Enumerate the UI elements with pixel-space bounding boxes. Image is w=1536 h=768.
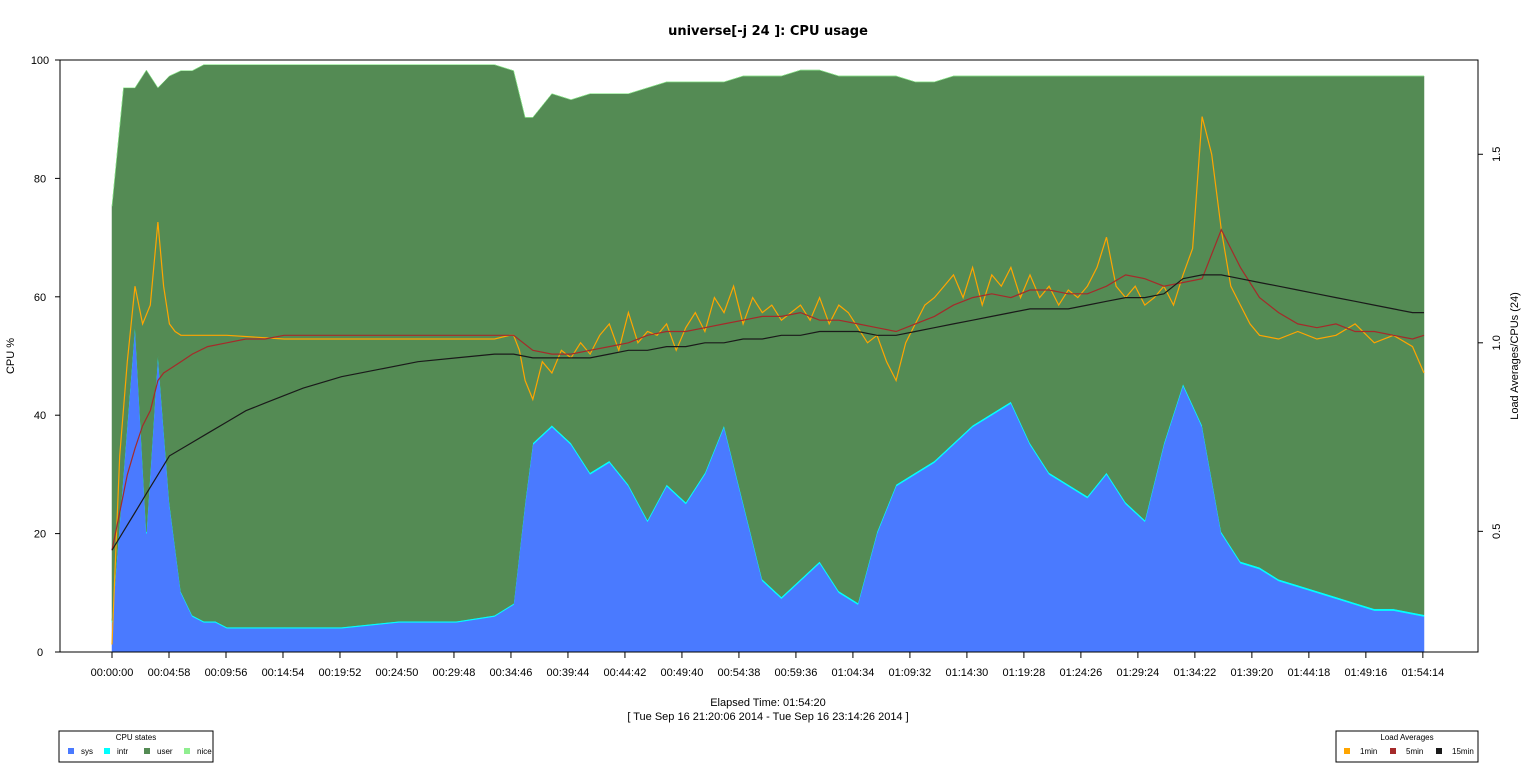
- y2-tick-label: 0.5: [1491, 524, 1503, 539]
- load-averages-legend: Load Averages 1min 5min 15min: [1335, 730, 1479, 763]
- legend-label-1min: 1min: [1360, 747, 1377, 756]
- y-tick-label: 80: [34, 173, 46, 185]
- x-tick-label: 00:24:50: [376, 667, 419, 679]
- area-series-nice: [111, 64, 1424, 207]
- y-tick-label: 40: [34, 410, 46, 422]
- x-axis: 00:00:00 00:04:58 00:09:56 00:14:54 00:19:52…: [91, 652, 1444, 679]
- y-axis-label: CPU %: [5, 338, 17, 374]
- y-tick-label: 60: [34, 292, 46, 304]
- legend-swatch-user: [144, 748, 150, 754]
- load-line-15min: [111, 274, 1424, 551]
- cpu-legend-items: sys intr user nice: [68, 747, 212, 756]
- legend-swatch-sys: [68, 748, 74, 754]
- x-tick-label: 00:00:00: [91, 667, 134, 679]
- y2-tick-label: 1.0: [1491, 335, 1503, 350]
- legend-label-15min: 15min: [1452, 747, 1474, 756]
- chart-title: universe[-j 24 ]: CPU usage: [668, 24, 868, 39]
- load-line-5min: [111, 228, 1425, 551]
- x-tick-label: 00:09:56: [205, 667, 248, 679]
- x-tick-label: 00:44:42: [604, 667, 647, 679]
- x-tick-label: 01:44:18: [1287, 667, 1330, 679]
- load-legend-box: [1335, 730, 1479, 763]
- x-axis-time-range: [ Tue Sep 16 21:20:06 2014 - Tue Sep 16 …: [627, 711, 908, 723]
- x-tick-label: 01:49:16: [1344, 667, 1387, 679]
- x-tick-label: 01:29:24: [1116, 667, 1159, 679]
- cpu-legend-title: CPU states: [116, 733, 156, 742]
- legend-swatch-nice: [184, 748, 190, 754]
- legend-label-nice: nice: [197, 747, 212, 756]
- cpu-states-legend: CPU states sys intr user nice: [58, 730, 214, 763]
- x-tick-label: 00:59:36: [775, 667, 818, 679]
- stacked-area-layer: [111, 64, 1425, 653]
- x-tick-label: 01:19:28: [1002, 667, 1045, 679]
- x-tick-label: 00:14:54: [262, 667, 305, 679]
- x-tick-label: 01:24:26: [1059, 667, 1102, 679]
- legend-label-sys: sys: [81, 747, 93, 756]
- x-tick-label: 00:04:58: [148, 667, 191, 679]
- x-tick-label: 01:54:14: [1401, 667, 1444, 679]
- x-tick-label: 01:14:30: [945, 667, 988, 679]
- load-average-layer: [111, 116, 1425, 645]
- legend-swatch-1min: [1344, 748, 1350, 754]
- load-legend-items: 1min 5min 15min: [1344, 747, 1474, 756]
- y-tick-label: 0: [37, 647, 43, 659]
- legend-swatch-intr: [104, 748, 110, 754]
- x-axis-label: Elapsed Time: 01:54:20: [710, 697, 826, 709]
- x-tick-label: 01:34:22: [1173, 667, 1216, 679]
- y-tick-label: 20: [34, 529, 46, 541]
- load-legend-title: Load Averages: [1380, 733, 1433, 742]
- load-line-1min: [111, 116, 1425, 645]
- x-tick-label: 00:29:48: [433, 667, 476, 679]
- cpu-legend-box: [58, 730, 214, 763]
- x-tick-label: 01:39:20: [1230, 667, 1273, 679]
- plot-frame: [59, 59, 1479, 653]
- y-tick-label: 100: [31, 55, 49, 67]
- legend-label-user: user: [157, 747, 173, 756]
- y-axis-left: 0 20 40 60 80 100: [31, 55, 60, 659]
- y-axis-right: 0.5 1.0 1.5: [1478, 147, 1503, 539]
- x-tick-label: 01:04:34: [832, 667, 875, 679]
- legend-label-intr: intr: [117, 747, 128, 756]
- legend-swatch-15min: [1436, 748, 1442, 754]
- y2-tick-label: 1.5: [1491, 147, 1503, 162]
- legend-swatch-5min: [1390, 748, 1396, 754]
- x-tick-label: 00:49:40: [661, 667, 704, 679]
- x-tick-label: 00:19:52: [319, 667, 362, 679]
- y2-axis-label: Load Averages/CPUs (24): [1509, 292, 1521, 420]
- x-tick-label: 00:34:46: [490, 667, 533, 679]
- legend-label-5min: 5min: [1406, 747, 1423, 756]
- x-tick-label: 00:54:38: [718, 667, 761, 679]
- x-tick-label: 00:39:44: [547, 667, 590, 679]
- x-tick-label: 01:09:32: [888, 667, 931, 679]
